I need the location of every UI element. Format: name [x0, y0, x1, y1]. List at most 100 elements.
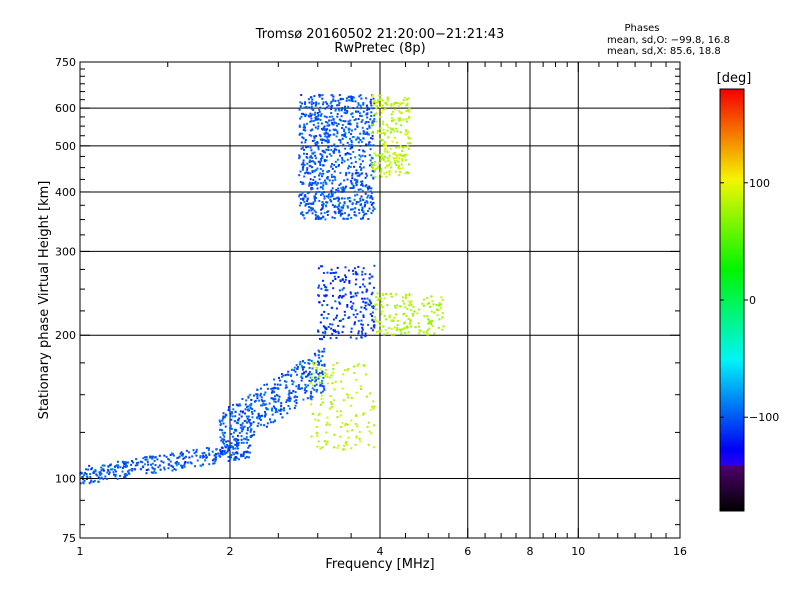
data-point [323, 440, 326, 443]
colorbar-strip [720, 289, 744, 291]
colorbar-strip [720, 137, 744, 139]
data-point [332, 118, 335, 120]
data-point [335, 166, 338, 168]
data-point [310, 114, 312, 117]
colorbar-strip [720, 152, 744, 154]
data-point [390, 103, 393, 105]
data-point [386, 123, 389, 126]
data-point [163, 468, 166, 471]
data-point [313, 384, 316, 387]
data-point [316, 115, 319, 118]
data-point [332, 279, 334, 282]
colorbar-strip [720, 386, 744, 388]
data-point [342, 120, 345, 122]
data-point [368, 126, 371, 129]
colorbar-strip [720, 162, 744, 164]
data-point [346, 430, 349, 433]
y-tick-label: 300 [55, 245, 76, 258]
data-point [187, 451, 190, 454]
data-point [315, 103, 318, 106]
data-point [360, 115, 363, 117]
data-point [312, 178, 315, 181]
data-point [353, 267, 356, 270]
colorbar-strip [720, 202, 744, 204]
data-point [274, 398, 277, 401]
data-point [317, 377, 320, 380]
data-point [103, 464, 106, 467]
data-point [203, 455, 206, 458]
data-point [122, 465, 125, 468]
colorbar-strip [720, 175, 744, 177]
data-point [303, 125, 306, 127]
data-point [336, 362, 339, 364]
data-point [318, 174, 321, 177]
data-point [341, 161, 343, 164]
data-point [334, 109, 337, 112]
colorbar-strip [720, 486, 744, 488]
data-point [248, 445, 251, 448]
colorbar-strip [720, 227, 744, 229]
colorbar-strip [720, 430, 744, 432]
data-point [131, 460, 133, 462]
data-point [296, 367, 299, 370]
data-point [296, 373, 298, 376]
data-point [406, 133, 408, 136]
data-point [355, 110, 357, 113]
data-point [144, 458, 147, 461]
data-point [321, 446, 324, 449]
data-point [323, 115, 326, 118]
data-point [177, 456, 180, 459]
data-point [343, 202, 346, 205]
data-point [321, 350, 324, 353]
data-point [438, 318, 441, 321]
colorbar-strip [720, 462, 744, 464]
colorbar-strip [720, 326, 744, 328]
data-point [430, 310, 433, 313]
colorbar-strip [720, 284, 744, 286]
colorbar-strip [720, 122, 744, 124]
data-point [313, 197, 316, 200]
data-point [299, 132, 302, 135]
data-point [326, 304, 329, 306]
colorbar-strip [720, 483, 744, 485]
data-point [323, 364, 326, 367]
colorbar-strip [720, 111, 744, 113]
data-point [344, 212, 346, 215]
colorbar-strip [720, 252, 744, 254]
data-point [372, 320, 375, 323]
colorbar-strip [720, 194, 744, 196]
data-point [147, 463, 149, 466]
data-point [341, 212, 344, 215]
data-point [393, 151, 396, 154]
data-point [341, 197, 343, 200]
data-point [320, 208, 323, 211]
data-point [333, 175, 335, 178]
data-point [318, 361, 321, 364]
colorbar-strip [720, 219, 744, 221]
colorbar-strip [720, 217, 744, 219]
colorbar-strip [720, 129, 744, 131]
colorbar-strip [720, 325, 744, 327]
data-point [357, 188, 360, 191]
data-point [331, 163, 333, 165]
data-point [248, 451, 251, 454]
data-point [242, 437, 245, 440]
data-point [344, 266, 347, 269]
data-point [338, 109, 341, 112]
data-point [246, 429, 249, 432]
data-point [326, 102, 329, 105]
data-point [332, 371, 335, 374]
data-point [320, 398, 323, 400]
data-point [268, 402, 271, 405]
data-point [308, 366, 311, 369]
colorbar-strip [720, 286, 744, 288]
data-point [355, 436, 358, 439]
data-point [253, 409, 256, 412]
data-point [322, 172, 325, 175]
colorbar-strip [720, 292, 744, 294]
data-point [383, 145, 386, 148]
data-point [404, 172, 407, 175]
data-point [368, 187, 371, 190]
data-point [241, 398, 244, 400]
data-point [318, 412, 321, 415]
